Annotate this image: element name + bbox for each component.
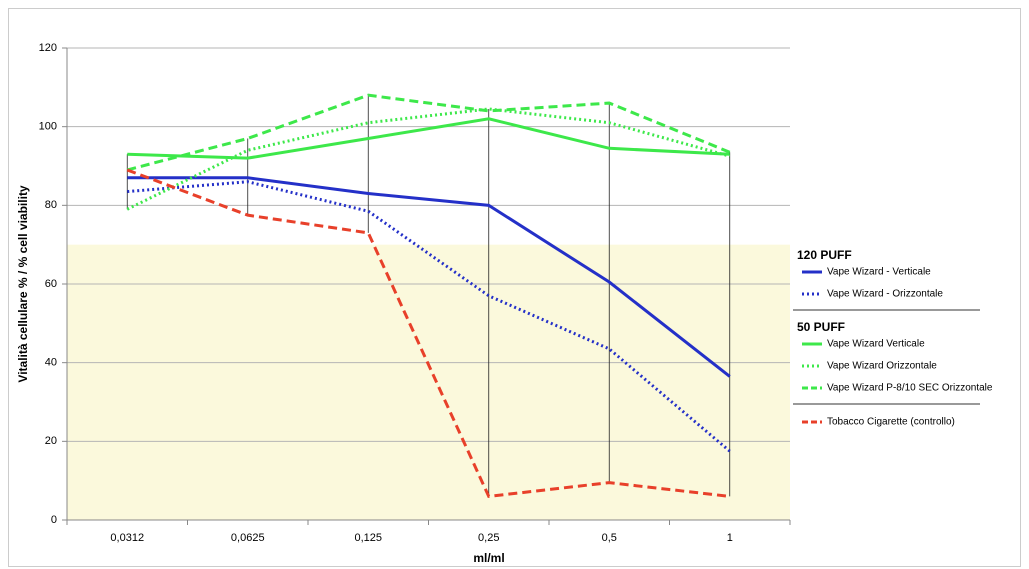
- y-axis-label: Vitalità cellulare % / % cell viability: [16, 185, 30, 383]
- legend-label: Vape Wizard P-8/10 SEC Orizzontale: [827, 383, 993, 394]
- series-line: [127, 176, 731, 378]
- legend-label: Vape Wizard Orizzontale: [827, 361, 937, 372]
- series-line: [127, 180, 731, 453]
- x-tick-label: 1: [727, 532, 733, 544]
- x-tick-label: 0,25: [478, 532, 499, 544]
- y-tick-label: 40: [45, 357, 57, 369]
- legend-header: 50 PUFF: [797, 320, 845, 334]
- legend-label: Tobacco Cigarette (controllo): [827, 417, 955, 428]
- chart-frame: [8, 8, 1021, 567]
- legend-header: 120 PUFF: [797, 248, 852, 262]
- x-axis-label: ml/ml: [473, 551, 504, 565]
- y-tick-label: 60: [45, 278, 57, 290]
- y-tick-label: 120: [39, 42, 57, 54]
- x-tick-label: 0,5: [602, 532, 617, 544]
- series-line: [127, 117, 730, 160]
- y-tick-label: 80: [45, 199, 57, 211]
- shaded-band: [67, 244, 790, 520]
- series-line: [126, 168, 730, 499]
- x-tick-label: 0,125: [354, 532, 382, 544]
- legend-label: Vape Wizard - Verticale: [827, 267, 931, 278]
- x-tick-label: 0,0625: [231, 532, 265, 544]
- y-tick-label: 100: [39, 121, 57, 133]
- y-tick-label: 20: [45, 435, 57, 447]
- legend-label: Vape Wizard - Orizzontale: [827, 289, 943, 300]
- x-tick-label: 0,0312: [110, 532, 144, 544]
- y-tick-label: 0: [51, 514, 57, 526]
- legend-label: Vape Wizard Verticale: [827, 339, 925, 350]
- series-line: [126, 107, 731, 211]
- series-line: [126, 93, 731, 172]
